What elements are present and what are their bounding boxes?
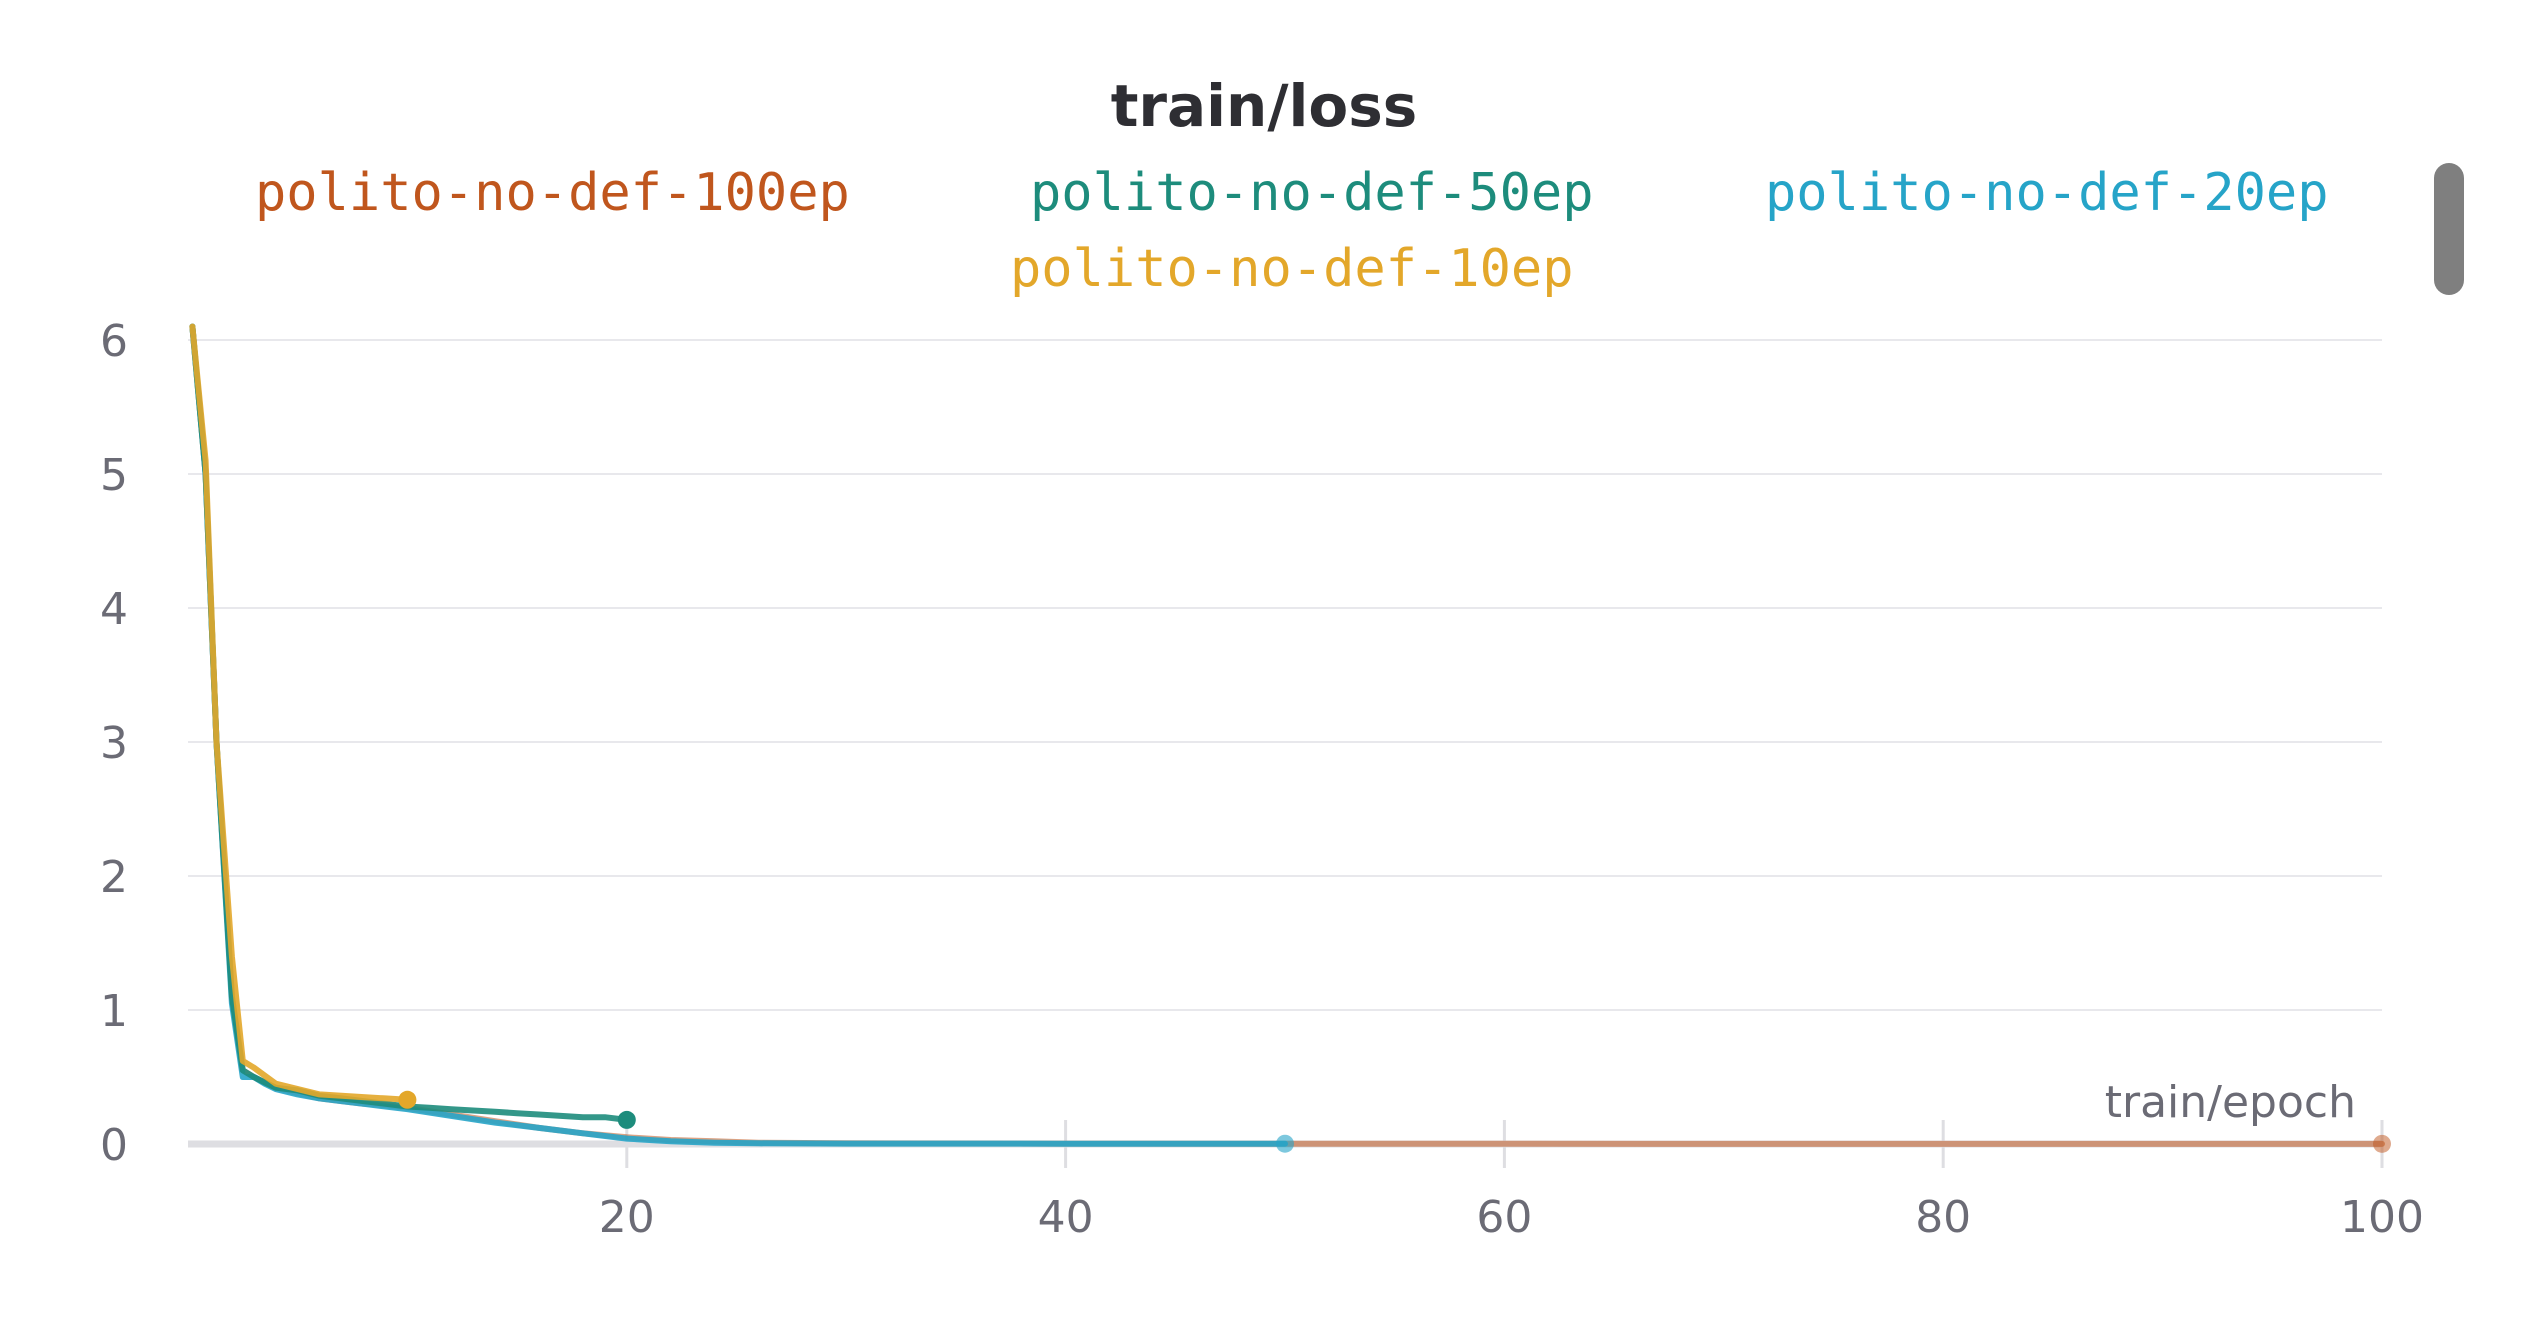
axis-layer: 0 1 2 3 4 5 6 20 40 60 80 100 <box>100 316 2424 1243</box>
y-tick-label: 0 <box>100 1120 128 1171</box>
y-tick-label: 6 <box>100 316 128 367</box>
series-line-polito-no-def-100ep[interactable] <box>189 323 2385 1147</box>
grid-layer <box>188 339 2382 1011</box>
x-tick-label: 20 <box>599 1192 655 1243</box>
x-tick-label: 80 <box>1915 1192 1971 1243</box>
chart-title: train/loss <box>1111 72 1418 140</box>
y-tick-label: 1 <box>100 986 128 1037</box>
x-axis-title: train/epoch <box>2105 1077 2356 1128</box>
series-end-marker-polito-no-def-10ep[interactable] <box>398 1090 417 1109</box>
legend-entry-100ep[interactable]: polito-no-def-100ep <box>255 163 850 223</box>
y-tick-label: 3 <box>100 718 128 769</box>
series-layer <box>189 323 2385 1147</box>
y-tick-label: 4 <box>100 584 128 635</box>
legend: polito-no-def-100ep polito-no-def-50ep p… <box>255 163 2329 299</box>
x-tick-label: 100 <box>2340 1192 2424 1243</box>
y-tick-label: 5 <box>100 450 128 501</box>
series-line-polito-no-def-10ep[interactable] <box>189 323 411 1103</box>
legend-scrollbar-thumb[interactable] <box>2434 163 2464 295</box>
marker-layer <box>398 1090 2391 1153</box>
series-line-polito-no-def-20ep[interactable] <box>189 323 1288 1147</box>
x-tick-label: 40 <box>1038 1192 1094 1243</box>
legend-entry-10ep[interactable]: polito-no-def-10ep <box>1010 239 1574 299</box>
legend-entry-20ep[interactable]: polito-no-def-20ep <box>1765 163 2329 223</box>
series-line-polito-no-def-50ep[interactable] <box>189 323 630 1123</box>
legend-entry-50ep[interactable]: polito-no-def-50ep <box>1030 163 1594 223</box>
y-tick-label: 2 <box>100 852 128 903</box>
series-end-marker-polito-no-def-20ep[interactable] <box>1276 1134 1294 1153</box>
series-end-marker-polito-no-def-50ep[interactable] <box>617 1110 636 1129</box>
series-end-marker-polito-no-def-100ep[interactable] <box>2373 1134 2391 1153</box>
x-tick-label: 60 <box>1476 1192 1532 1243</box>
